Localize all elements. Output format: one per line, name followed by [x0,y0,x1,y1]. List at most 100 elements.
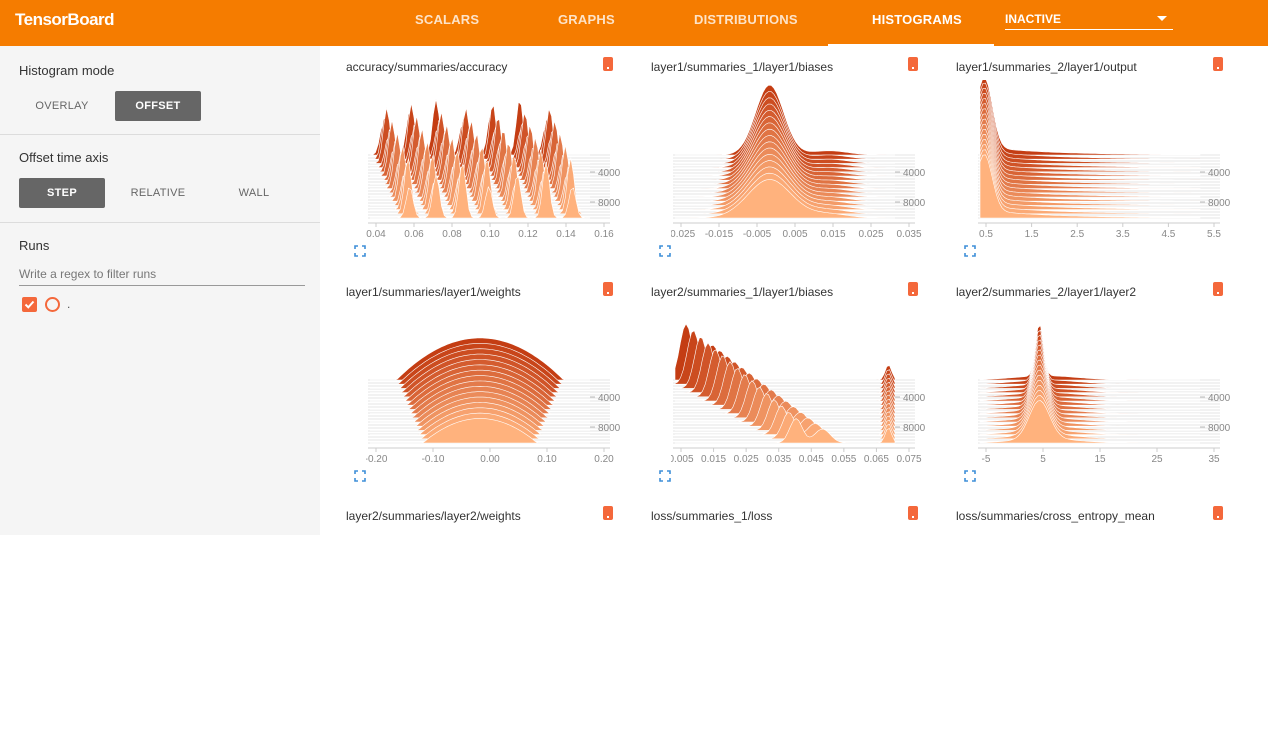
active-tab-indicator [828,44,994,46]
histogram-card-title: layer1/summaries_2/layer1/output [956,60,1137,74]
wall-button[interactable]: WALL [238,187,270,199]
x-tick-label: 0.00 [480,454,500,463]
y-tick-label: 8000 [903,198,926,209]
top-app-bar: TensorBoard SCALARS GRAPHS DISTRIBUTIONS… [0,0,1268,46]
x-tick-label: 0.5 [979,229,993,238]
overlay-button[interactable]: OVERLAY [35,100,89,112]
histogram-slice [979,324,1200,381]
offset-time-axis-title: Offset time axis [19,150,109,165]
histogram-slice [979,359,1200,410]
download-icon[interactable] [603,282,613,296]
histogram-card: layer1/summaries_2/layer1/output 4000 8000… [956,57,1246,285]
histogram-plot[interactable]: 4000 8000 -0.025 -0.015 -0.005 0.005 0.015 0.02… [671,80,939,238]
histogram-card: layer2/summaries_2/layer1/layer2 4000 8000… [956,282,1246,510]
y-tick-label: 4000 [598,393,621,404]
x-tick-label: 0.025 [734,454,759,463]
histogram-card-title: layer1/summaries/layer1/weights [346,285,521,299]
y-tick-label: 4000 [1208,168,1231,179]
expand-icon[interactable] [964,470,976,482]
y-tick-label: 4000 [598,168,621,179]
x-tick-label: 0.035 [896,229,921,238]
run-checkbox[interactable] [22,297,37,312]
histogram-slice [370,161,590,219]
y-tick-label: 8000 [1208,423,1231,434]
x-tick-label: 1.5 [1025,229,1039,238]
run-label: . [67,297,71,311]
histogram-plot[interactable]: 4000 8000 -5 5 15 25 35 [976,305,1244,463]
histogram-card: loss/summaries_1/loss [651,506,941,734]
expand-icon[interactable] [964,245,976,257]
x-tick-label: 5.5 [1207,229,1221,238]
divider [0,134,320,135]
histogram-slice [370,418,590,444]
x-tick-label: 0.035 [766,454,791,463]
x-tick-label: 0.10 [480,229,500,238]
x-tick-label: 0.045 [799,454,824,463]
histogram-card-title: loss/summaries_1/loss [651,509,773,523]
x-tick-label: -0.005 [743,229,772,238]
histogram-card-title: layer2/summaries_1/layer1/biases [651,285,834,299]
x-tick-label: -0.015 [705,229,734,238]
histogram-card: layer1/summaries_1/layer1/biases 4000 8000… [651,57,941,285]
y-tick-label: 4000 [903,393,926,404]
expand-icon[interactable] [659,470,671,482]
x-tick-label: 0.20 [594,454,614,463]
histogram-slice [979,154,1201,219]
tab-distributions[interactable]: DISTRIBUTIONS [694,12,798,27]
x-tick-label: 0.015 [820,229,845,238]
x-tick-label: 0.005 [782,229,807,238]
download-icon[interactable] [908,57,918,71]
y-tick-label: 4000 [1208,393,1231,404]
x-tick-label: 0.005 [671,454,694,463]
download-icon[interactable] [908,506,918,520]
y-tick-label: 4000 [903,168,926,179]
tab-graphs[interactable]: GRAPHS [558,12,615,27]
download-icon[interactable] [908,282,918,296]
download-icon[interactable] [1213,57,1223,71]
y-tick-label: 8000 [598,423,621,434]
tab-histograms[interactable]: HISTOGRAMS [872,12,962,27]
x-tick-label: -0.20 [366,454,388,463]
runs-filter-placeholder: Write a regex to filter runs [19,267,157,281]
x-tick-label: 0.075 [896,454,921,463]
histogram-plot[interactable]: 4000 8000 0.5 1.5 2.5 3.5 4.5 5.5 [976,80,1244,238]
x-tick-label: 0.025 [858,229,883,238]
tab-scalars[interactable]: SCALARS [415,12,480,27]
expand-icon[interactable] [659,245,671,257]
histogram-plot[interactable]: 4000 8000 0.005 0.015 0.025 0.035 0.045 0.055 0.… [671,305,939,463]
run-color-circle[interactable] [45,297,60,312]
histogram-card-title: layer2/summaries_2/layer1/layer2 [956,285,1137,299]
histogram-slice [979,400,1200,444]
runs-title: Runs [19,238,50,253]
check-icon [24,300,35,309]
histogram-card: layer1/summaries/layer1/weights 4000 8000 -… [346,282,636,510]
histogram-card-title: loss/summaries/cross_entropy_mean [956,509,1155,523]
x-tick-label: 2.5 [1070,229,1084,238]
download-icon[interactable] [603,506,613,520]
x-tick-label: 0.08 [442,229,462,238]
divider [0,222,320,223]
relative-button[interactable]: RELATIVE [130,187,186,199]
download-icon[interactable] [1213,282,1223,296]
download-icon[interactable] [603,57,613,71]
expand-icon[interactable] [354,245,366,257]
histogram-card-title: layer1/summaries_1/layer1/biases [651,60,834,74]
run-selector[interactable]: INACTIVE [1005,10,1173,30]
histogram-card-title: layer2/summaries/layer2/weights [346,509,521,523]
offset-button[interactable]: OFFSET [115,91,201,121]
expand-icon[interactable] [354,470,366,482]
x-tick-label: 0.015 [701,454,726,463]
download-icon[interactable] [1213,506,1223,520]
histogram-plot[interactable]: 4000 8000 -0.20 -0.10 0.00 0.10 0.20 [366,305,634,463]
step-button[interactable]: STEP [19,178,105,208]
histogram-slice [979,349,1200,402]
x-tick-label: 15 [1094,454,1106,463]
x-tick-label: -5 [982,454,991,463]
x-tick-label: 0.10 [537,454,557,463]
histogram-plot[interactable]: 4000 8000 0.04 0.06 0.08 0.10 0.12 0.14 0.16 [366,80,634,238]
runs-filter-input[interactable]: Write a regex to filter runs [19,266,305,286]
x-tick-label: 5 [1040,454,1046,463]
histogram-card: loss/summaries/cross_entropy_mean [956,506,1246,734]
x-tick-label: 0.065 [864,454,889,463]
x-tick-label: 0.06 [404,229,424,238]
